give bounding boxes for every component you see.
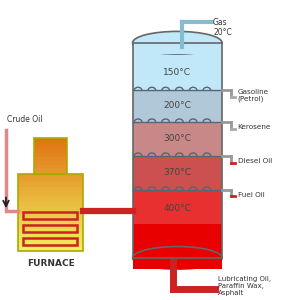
Text: Kerosene: Kerosene <box>238 124 271 130</box>
Bar <box>18 198 83 202</box>
Bar <box>133 90 222 122</box>
Ellipse shape <box>133 247 222 269</box>
Bar <box>133 258 222 269</box>
Bar <box>133 122 222 156</box>
Bar <box>18 224 83 229</box>
Text: Crude Oil: Crude Oil <box>7 116 43 124</box>
Bar <box>18 239 83 244</box>
Bar <box>34 141 67 146</box>
Bar <box>18 217 83 221</box>
Bar <box>18 209 83 214</box>
Bar <box>34 149 67 153</box>
Bar <box>23 212 77 219</box>
Bar <box>18 213 83 217</box>
Bar <box>18 206 83 210</box>
Text: Gasoline
(Petrol): Gasoline (Petrol) <box>238 88 268 102</box>
Bar <box>34 172 67 174</box>
Text: 370°C: 370°C <box>163 168 191 177</box>
Bar <box>18 220 83 225</box>
Bar <box>34 145 67 149</box>
Bar <box>18 194 83 199</box>
Bar <box>18 175 83 180</box>
Bar <box>18 202 83 206</box>
Bar <box>18 174 83 251</box>
Ellipse shape <box>133 32 222 54</box>
Text: 200°C: 200°C <box>163 100 191 109</box>
Bar <box>18 232 83 236</box>
Bar <box>133 190 222 224</box>
Text: Fuel Oil: Fuel Oil <box>238 192 264 198</box>
Bar <box>18 174 83 176</box>
Bar <box>34 164 67 168</box>
Bar <box>34 168 67 172</box>
Bar <box>18 243 83 247</box>
Bar <box>133 43 222 54</box>
Text: Gas
20°C: Gas 20°C <box>213 17 232 37</box>
Bar <box>23 238 77 245</box>
Text: FURNACE: FURNACE <box>27 259 74 268</box>
Bar <box>133 43 222 258</box>
Bar <box>133 156 222 190</box>
Text: 150°C: 150°C <box>163 68 191 77</box>
Bar <box>133 43 222 90</box>
Bar <box>18 183 83 187</box>
Bar <box>34 156 67 161</box>
Bar <box>18 228 83 232</box>
Bar <box>34 138 67 174</box>
Text: Lubricating Oil,
Paraffin Wax,
Asphalt: Lubricating Oil, Paraffin Wax, Asphalt <box>218 276 271 296</box>
Bar <box>18 190 83 195</box>
Bar <box>34 153 67 157</box>
Bar <box>34 138 67 142</box>
Bar <box>18 179 83 183</box>
Bar <box>18 187 83 191</box>
Bar <box>133 224 222 269</box>
Text: Diesel Oil: Diesel Oil <box>238 158 272 164</box>
Bar <box>34 160 67 164</box>
Bar <box>23 225 77 232</box>
Text: 300°C: 300°C <box>163 134 191 143</box>
Bar <box>18 247 83 251</box>
Bar <box>18 236 83 240</box>
Text: 400°C: 400°C <box>163 204 191 213</box>
